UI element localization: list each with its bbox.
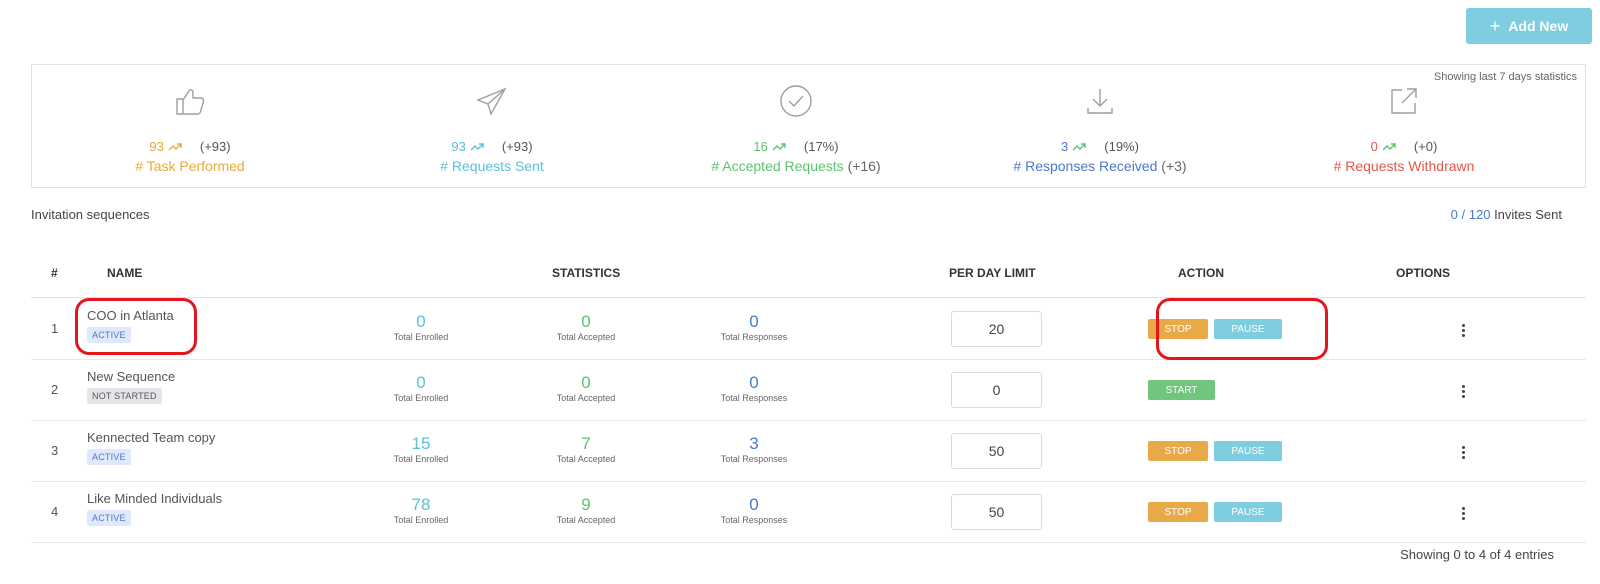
stat-label: # Requests Withdrawn (1333, 158, 1475, 174)
paper-plane-icon (476, 87, 507, 116)
stat-value: 93 (149, 139, 164, 154)
stat-delta: (+0) (1413, 139, 1438, 154)
stat-accepted-requests: 16 (17%) # Accepted Requests (+16) (676, 65, 916, 189)
row-index: 3 (51, 443, 59, 458)
total-accepted: 0 Total Accepted (556, 373, 616, 404)
status-badge: ACTIVE (87, 449, 131, 465)
total-responses: 3 Total Responses (720, 434, 788, 465)
download-icon (1087, 89, 1113, 114)
stat-label: # Responses Received (1013, 158, 1158, 174)
kebab-menu-icon[interactable] (1453, 319, 1473, 341)
stat-extra: (+3) (1161, 158, 1187, 174)
status-badge: ACTIVE (87, 327, 131, 343)
per-day-limit-input[interactable] (951, 494, 1042, 530)
stat-value: 93 (451, 139, 466, 154)
sequence-name[interactable]: Like Minded Individuals (87, 491, 223, 506)
thumbs-up-icon (176, 89, 205, 115)
check-circle-icon (780, 85, 812, 117)
plus-icon: + (1489, 16, 1501, 36)
row-index: 1 (51, 321, 59, 336)
total-responses: 0 Total Responses (720, 373, 788, 404)
stat-delta: (19%) (1104, 139, 1139, 154)
row-index: 2 (51, 382, 59, 397)
sequence-name[interactable]: COO in Atlanta (87, 308, 174, 323)
status-badge: ACTIVE (87, 510, 131, 526)
entries-info: Showing 0 to 4 of 4 entries (1400, 547, 1554, 562)
column-header-action: ACTION (1178, 266, 1224, 280)
stat-delta: (17%) (803, 139, 839, 154)
stat-label: # Accepted Requests (711, 158, 844, 174)
trend-up-icon (1382, 142, 1396, 150)
stat-delta: (+93) (501, 139, 533, 154)
kebab-menu-icon[interactable] (1453, 502, 1473, 524)
stop-button[interactable]: STOP (1148, 502, 1208, 522)
column-header-index: # (51, 266, 58, 280)
start-button[interactable]: START (1148, 380, 1215, 400)
table-row: 3 Kennected Team copy ACTIVE 15 Total En… (31, 421, 1586, 482)
total-accepted: 9 Total Accepted (556, 495, 616, 526)
stop-button[interactable]: STOP (1148, 441, 1208, 461)
total-responses: 0 Total Responses (720, 495, 788, 526)
stats-panel: Showing last 7 days statistics 93 (+93) … (31, 64, 1586, 188)
stat-requests-withdrawn: 0 (+0) # Requests Withdrawn (1284, 65, 1524, 189)
per-day-limit-input[interactable] (951, 372, 1042, 408)
stat-value: 0 (1370, 139, 1378, 154)
total-enrolled: 0 Total Enrolled (393, 312, 449, 343)
total-responses: 0 Total Responses (720, 312, 788, 343)
trend-up-icon (470, 142, 484, 150)
per-day-limit-input[interactable] (951, 311, 1042, 347)
stat-extra: (+16) (847, 158, 881, 174)
total-accepted: 0 Total Accepted (556, 312, 616, 343)
sequence-name[interactable]: Kennected Team copy (87, 430, 216, 445)
add-new-button[interactable]: + Add New (1466, 8, 1592, 44)
external-link-icon (1391, 88, 1417, 114)
invites-count: 0 / 120 (1450, 207, 1491, 222)
kebab-menu-icon[interactable] (1453, 380, 1473, 402)
table-row: 1 COO in Atlanta ACTIVE 0 Total Enrolled… (31, 299, 1586, 360)
stat-value: 16 (753, 139, 768, 154)
stat-task-performed: 93 (+93) # Task Performed (70, 65, 310, 189)
column-header-per-day-limit: PER DAY LIMIT (949, 266, 1036, 280)
trend-up-icon (168, 142, 182, 150)
total-enrolled: 78 Total Enrolled (393, 495, 449, 526)
pause-button[interactable]: PAUSE (1214, 441, 1282, 461)
total-enrolled: 15 Total Enrolled (393, 434, 449, 465)
stats-note: Showing last 7 days statistics (1433, 71, 1577, 83)
stat-value: 3 (1061, 139, 1069, 154)
stat-label: # Task Performed (135, 158, 245, 174)
trend-up-icon (1072, 142, 1086, 150)
table-header: # NAME STATISTICS PER DAY LIMIT ACTION O… (31, 260, 1586, 298)
invites-sent: 0 / 120 Invites Sent (1451, 207, 1562, 222)
stat-delta: (+93) (199, 139, 231, 154)
kebab-menu-icon[interactable] (1453, 441, 1473, 463)
column-header-name: NAME (107, 266, 143, 280)
row-index: 4 (51, 504, 59, 519)
stat-requests-sent: 93 (+93) # Requests Sent (372, 65, 612, 189)
column-header-statistics: STATISTICS (552, 266, 621, 280)
total-accepted: 7 Total Accepted (556, 434, 616, 465)
total-enrolled: 0 Total Enrolled (393, 373, 449, 404)
pause-button[interactable]: PAUSE (1214, 319, 1282, 339)
trend-up-icon (772, 142, 786, 150)
invites-label: Invites Sent (1494, 207, 1562, 222)
stat-responses-received: 3 (19%) # Responses Received (+3) (980, 65, 1220, 189)
stop-button[interactable]: STOP (1148, 319, 1208, 339)
status-badge: NOT STARTED (87, 388, 162, 404)
pause-button[interactable]: PAUSE (1214, 502, 1282, 522)
table-row: 2 New Sequence NOT STARTED 0 Total Enrol… (31, 360, 1586, 421)
table-row: 4 Like Minded Individuals ACTIVE 78 Tota… (31, 482, 1586, 543)
sequence-name[interactable]: New Sequence (87, 369, 176, 384)
column-header-options: OPTIONS (1396, 266, 1451, 280)
add-new-label: Add New (1508, 18, 1569, 34)
per-day-limit-input[interactable] (951, 433, 1042, 469)
stat-label: # Requests Sent (440, 158, 544, 174)
section-title: Invitation sequences (31, 207, 150, 222)
